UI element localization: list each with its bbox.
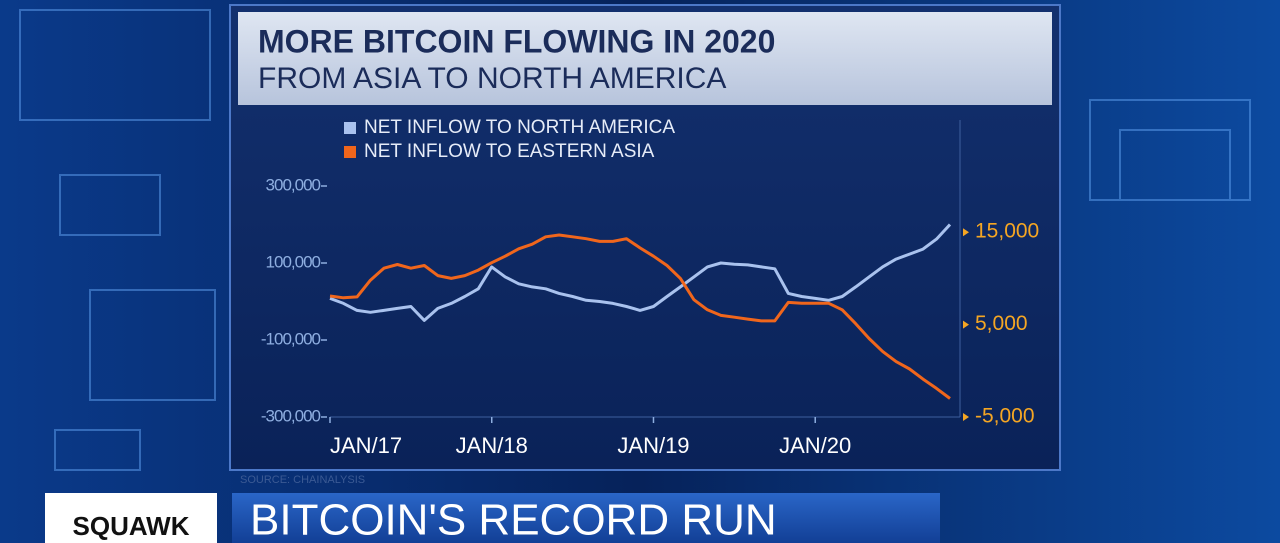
y-tick-label: -100,000 [261, 329, 321, 348]
y2-tick [963, 413, 969, 421]
chart-subtitle: FROM ASIA TO NORTH AMERICA [258, 62, 726, 95]
y-tick-label: 300,000 [266, 175, 321, 194]
x-tick-label: JAN/18 [456, 433, 528, 458]
legend-label: NET INFLOW TO EASTERN ASIA [364, 141, 655, 162]
studio-decor [19, 9, 1251, 471]
headline-band [232, 493, 940, 543]
x-tick-label: JAN/17 [330, 433, 402, 458]
x-tick-label: JAN/20 [779, 433, 851, 458]
chart-title: MORE BITCOIN FLOWING IN 2020 [258, 23, 775, 59]
y2-tick-label: 15,000 [975, 220, 1039, 243]
y-tick-label: 100,000 [266, 252, 321, 271]
y2-tick [963, 228, 969, 237]
y-tick-label: -300,000 [261, 406, 321, 425]
y2-tick [963, 320, 969, 329]
headline: BITCOIN'S RECORD RUN [250, 496, 777, 543]
legend-swatch [344, 122, 356, 134]
source-note: SOURCE: CHAINALYSIS [240, 474, 365, 486]
x-tick-label: JAN/19 [617, 433, 689, 458]
legend-swatch [344, 146, 356, 158]
show-logo-box [45, 493, 217, 543]
plot-area: 300,000 100,000 -100,000 -300,000 15,000 5,00… [261, 117, 1039, 458]
y2-tick-label: 5,000 [975, 312, 1028, 335]
show-logo: SQUAWK [73, 511, 190, 541]
title-band [238, 12, 1052, 105]
series-line [329, 223, 952, 322]
legend-label: NET INFLOW TO NORTH AMERICA [364, 117, 675, 138]
y2-tick-label: -5,000 [975, 405, 1035, 428]
series-line [329, 233, 951, 400]
